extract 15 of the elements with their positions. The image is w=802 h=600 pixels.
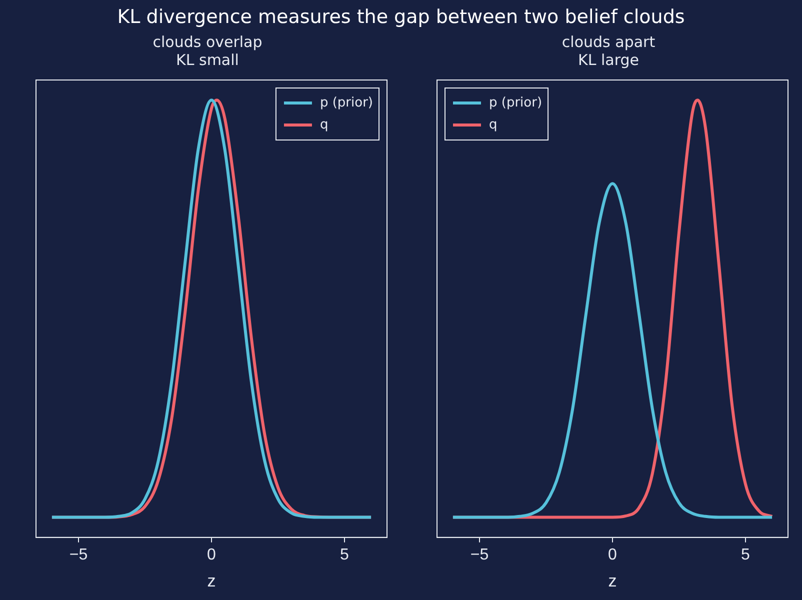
x-tick-label: −5: [69, 546, 88, 564]
chart-title: clouds apart KL large: [562, 32, 656, 69]
x-axis-title: z: [608, 571, 617, 590]
legend-label: q: [489, 117, 498, 132]
x-tick-label: 0: [608, 546, 618, 564]
legend-label: p (prior): [489, 95, 542, 110]
legend-label: p (prior): [320, 95, 374, 110]
x-tick-label: −5: [470, 546, 489, 564]
chart-title: clouds overlap KL small: [152, 32, 262, 69]
x-tick-label: 5: [741, 546, 750, 564]
x-axis-title: z: [207, 571, 216, 590]
x-tick-label: 0: [207, 546, 216, 564]
legend-label: q: [320, 117, 328, 132]
x-tick-label: 5: [340, 546, 349, 564]
text: KL divergence measures the gap between two belief clouds: [116, 6, 686, 28]
